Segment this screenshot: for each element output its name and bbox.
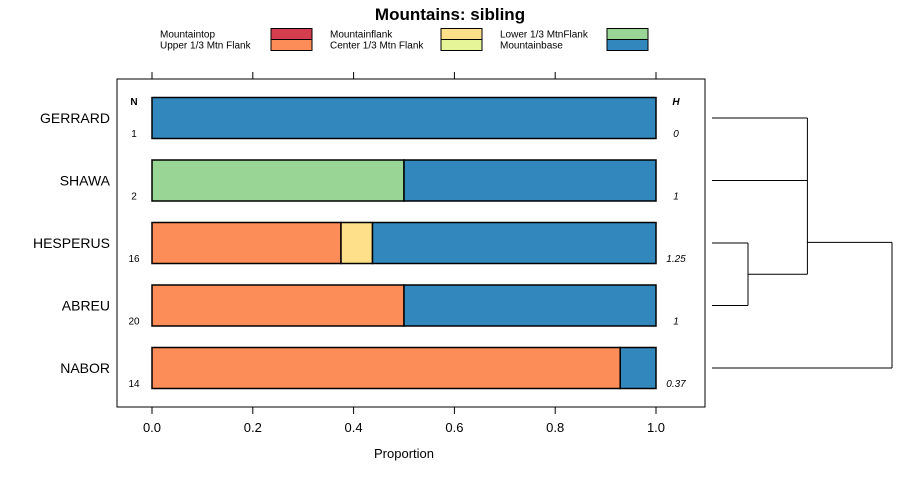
n-value-shawa: 2 bbox=[131, 192, 137, 203]
bar-hesperus-mountainbase bbox=[371, 221, 657, 265]
legend-swatch-center-1-3-mtn-flank bbox=[440, 39, 483, 51]
legend-swatch-mountainbase bbox=[606, 39, 649, 51]
category-label-shawa: SHAWA bbox=[60, 173, 111, 189]
bar-abreu-upper-1-3-mtn-flank bbox=[151, 284, 405, 327]
h-value-hesperus: 1.25 bbox=[666, 254, 686, 265]
dendrogram bbox=[712, 117, 893, 369]
n-value-abreu: 20 bbox=[128, 317, 140, 328]
legend-label-mountaintop: Mountaintop bbox=[160, 30, 215, 41]
legend-label-mountainflank: Mountainflank bbox=[330, 30, 393, 41]
bar-abreu-mountainbase bbox=[403, 284, 657, 327]
category-label-nabor: NABOR bbox=[60, 360, 110, 376]
chart-title: Mountains: sibling bbox=[375, 5, 525, 24]
h-value-shawa: 1 bbox=[673, 192, 679, 203]
legend-label-mountainbase: Mountainbase bbox=[500, 41, 563, 52]
n-header: N bbox=[130, 97, 137, 108]
bar-nabor-mountainbase bbox=[619, 346, 657, 390]
h-value-abreu: 1 bbox=[673, 317, 679, 328]
legend-swatch-upper-1-3-mtn-flank bbox=[270, 39, 313, 51]
n-value-hesperus: 16 bbox=[128, 254, 140, 265]
n-value-nabor: 14 bbox=[128, 379, 140, 390]
x-axis: 0.0 0.2 0.4 0.6 0.8 1.0 bbox=[143, 72, 665, 435]
bar-shawa-lower-1-3-mtnflank bbox=[151, 159, 405, 202]
x-tick-label: 1.0 bbox=[647, 420, 665, 435]
legend-label-upper-1-3-mtn-flank: Upper 1/3 Mtn Flank bbox=[160, 41, 252, 52]
x-tick-label: 0.4 bbox=[345, 420, 363, 435]
h-value-gerrard: 0 bbox=[673, 129, 679, 140]
bar-nabor-upper-1-3-mtn-flank bbox=[151, 346, 621, 390]
x-tick-label: 0.8 bbox=[546, 420, 564, 435]
legend-swatch-mountainflank bbox=[440, 28, 483, 40]
legend-swatch-lower-1-3-mtnflank bbox=[606, 28, 649, 40]
n-value-gerrard: 1 bbox=[131, 129, 137, 140]
x-tick-label: 0.2 bbox=[244, 420, 262, 435]
category-label-gerrard: GERRARD bbox=[40, 110, 110, 126]
x-axis-title: Proportion bbox=[374, 446, 434, 461]
plot-frame bbox=[116, 78, 706, 408]
legend-swatch-mountaintop bbox=[270, 28, 313, 40]
category-label-hesperus: HESPERUS bbox=[33, 235, 110, 251]
bar-gerrard-mountainbase bbox=[151, 96, 657, 140]
bars-group: GERRARD 1 0 SHAWA 2 1 HESPERUS 16 1.25 ABREU 20 1 NA… bbox=[33, 96, 686, 390]
bar-hesperus-upper-1-3-mtn-flank bbox=[151, 221, 342, 265]
x-tick-label: 0.6 bbox=[445, 420, 463, 435]
bar-hesperus-mountainflank bbox=[340, 221, 374, 265]
h-value-nabor: 0.37 bbox=[666, 379, 686, 390]
legend-label-lower-1-3-mtnflank: Lower 1/3 MtnFlank bbox=[500, 30, 589, 41]
h-header: H bbox=[672, 97, 680, 108]
x-tick-label: 0.0 bbox=[143, 420, 161, 435]
bar-shawa-mountainbase bbox=[403, 159, 657, 202]
category-label-abreu: ABREU bbox=[62, 298, 110, 314]
legend-label-center-1-3-mtn-flank: Center 1/3 Mtn Flank bbox=[330, 41, 424, 52]
